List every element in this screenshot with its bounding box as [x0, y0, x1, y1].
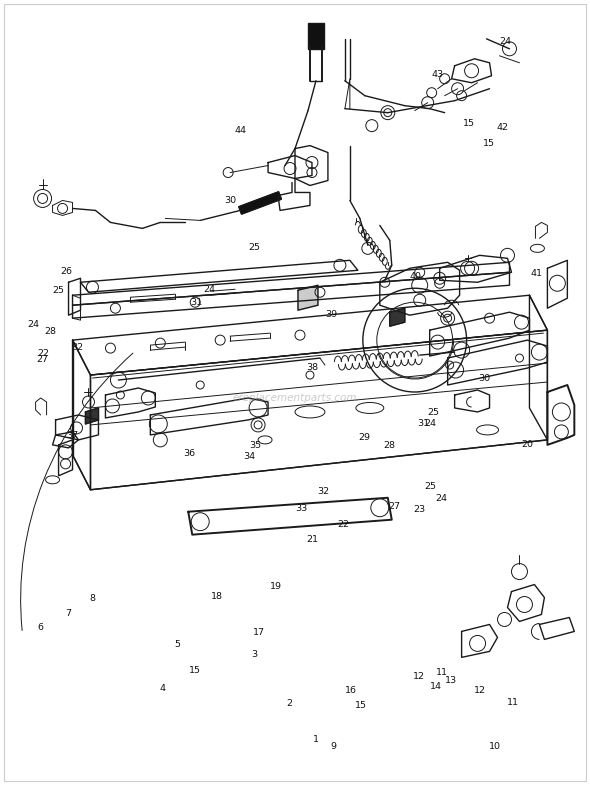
Text: 40: 40: [409, 272, 422, 281]
Text: 21: 21: [307, 535, 319, 544]
Text: 19: 19: [270, 582, 282, 591]
Text: 11: 11: [436, 668, 448, 677]
Text: 17: 17: [253, 628, 264, 637]
Polygon shape: [239, 192, 281, 214]
Text: 15: 15: [189, 666, 201, 675]
Text: 26: 26: [61, 267, 73, 276]
Text: 6: 6: [38, 623, 44, 632]
Text: 22: 22: [37, 349, 49, 358]
Text: 34: 34: [243, 452, 255, 462]
Text: 35: 35: [249, 441, 261, 451]
Text: 1: 1: [313, 735, 319, 744]
Text: 37: 37: [67, 431, 78, 440]
Text: 30: 30: [224, 196, 237, 205]
Polygon shape: [390, 309, 405, 326]
Text: 10: 10: [489, 742, 501, 751]
Text: 8: 8: [89, 594, 95, 603]
Text: 41: 41: [530, 269, 542, 278]
Text: 33: 33: [295, 504, 307, 513]
Text: 25: 25: [427, 407, 440, 417]
Text: 31: 31: [190, 298, 202, 307]
Text: 12: 12: [474, 685, 486, 695]
Text: 25: 25: [248, 243, 260, 252]
Text: 36: 36: [183, 449, 195, 458]
Text: ereplacementparts.com: ereplacementparts.com: [232, 393, 358, 403]
Text: 39: 39: [326, 310, 337, 319]
Text: 24: 24: [27, 319, 39, 329]
Text: 44: 44: [235, 126, 247, 135]
Text: 25: 25: [53, 287, 64, 295]
Polygon shape: [298, 285, 318, 310]
Text: 2: 2: [286, 699, 292, 708]
Text: 4: 4: [159, 684, 166, 693]
Text: 13: 13: [445, 676, 457, 685]
Text: 23: 23: [414, 506, 426, 514]
Text: 32: 32: [317, 487, 329, 495]
Text: 43: 43: [431, 70, 444, 79]
Text: 24: 24: [204, 285, 216, 294]
Text: 22: 22: [337, 520, 349, 528]
Text: 15: 15: [483, 139, 495, 148]
Text: 28: 28: [383, 441, 395, 451]
Text: 9: 9: [330, 742, 336, 751]
Text: 14: 14: [430, 682, 442, 692]
Text: 16: 16: [345, 686, 357, 696]
Text: 38: 38: [307, 363, 319, 372]
Text: 28: 28: [45, 327, 57, 336]
Text: 12: 12: [412, 671, 425, 681]
Text: 20: 20: [522, 440, 533, 450]
Polygon shape: [308, 23, 324, 49]
Text: 30: 30: [478, 374, 491, 383]
Text: 7: 7: [65, 609, 71, 618]
Text: 42: 42: [496, 123, 508, 133]
Text: 24: 24: [499, 37, 511, 46]
Text: 3: 3: [251, 650, 257, 659]
Text: 31: 31: [417, 419, 430, 429]
Text: 27: 27: [36, 355, 48, 364]
Text: 32: 32: [71, 342, 83, 352]
Text: 25: 25: [424, 482, 437, 491]
Text: 11: 11: [507, 698, 519, 707]
Polygon shape: [86, 408, 99, 424]
Text: 18: 18: [211, 592, 223, 601]
Text: 29: 29: [359, 433, 371, 443]
Text: 27: 27: [388, 502, 400, 510]
Text: 15: 15: [355, 701, 367, 710]
Text: 24: 24: [424, 419, 437, 429]
Text: 15: 15: [463, 119, 474, 128]
Text: 5: 5: [174, 641, 181, 649]
Text: 24: 24: [435, 494, 447, 502]
